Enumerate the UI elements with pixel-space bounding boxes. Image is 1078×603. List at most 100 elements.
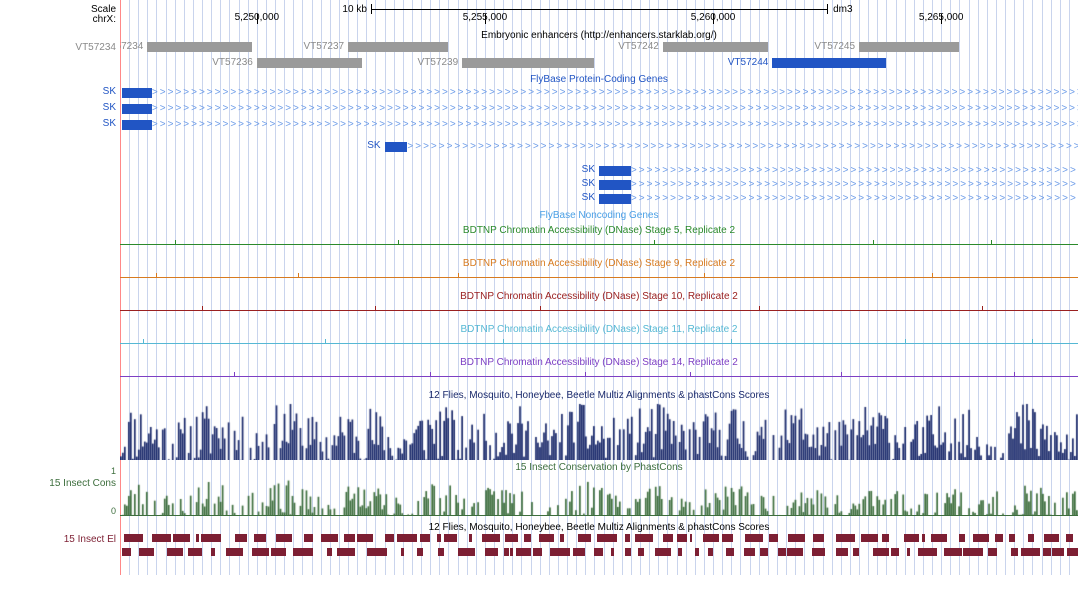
enhancer-label: VT57236 <box>197 57 253 68</box>
conserved-element <box>744 548 754 556</box>
dnase-tick <box>540 306 541 310</box>
conserved-element <box>304 534 314 542</box>
enh-track-title: Embryonic enhancers (http://enhancers.st… <box>120 30 1078 41</box>
gene-exon[interactable] <box>599 194 631 204</box>
multiz-wiggle <box>120 402 1078 460</box>
conserved-element <box>1043 548 1051 556</box>
enhancer-block[interactable] <box>859 42 959 52</box>
conserved-element <box>321 534 338 542</box>
enhancer-label: VT57245 <box>799 41 855 52</box>
gene-exon[interactable] <box>122 120 152 130</box>
conserved-element <box>931 534 948 542</box>
enhancer-block[interactable] <box>348 42 448 52</box>
phastcons15-wiggle <box>120 472 1078 516</box>
conserved-element <box>922 534 925 542</box>
gene-sk-label: SK <box>361 140 381 151</box>
conserved-element <box>1066 534 1073 542</box>
conserved-element <box>173 534 190 542</box>
dnase-tick <box>982 306 983 310</box>
dnase-tick <box>503 339 504 343</box>
gene-exon[interactable] <box>599 180 631 190</box>
gene-exon[interactable] <box>122 104 152 114</box>
conserved-element <box>611 548 614 556</box>
conserved-element <box>988 548 998 556</box>
multiz2-title: 12 Flies, Mosquito, Honeybee, Beetle Mul… <box>120 522 1078 533</box>
conserved-element <box>690 534 692 542</box>
dnase-tick <box>690 372 691 376</box>
dnase-baseline <box>120 376 1078 377</box>
major-tick-label: 5,255,000 <box>455 12 515 23</box>
conserved-element <box>276 534 292 542</box>
conserved-element <box>533 548 542 556</box>
conserved-element <box>469 534 473 542</box>
conserved-element <box>663 534 674 542</box>
conserved-element <box>1052 548 1064 556</box>
conserved-element <box>444 534 457 542</box>
dnase-tick <box>375 306 376 310</box>
conserved-element <box>482 534 501 542</box>
enhancer-block[interactable] <box>462 58 594 68</box>
gene-intron-arrows: >>>>>>>>>>>>>>>>>>>>>>>>>>>>>>>>>>>>>>>>… <box>631 192 1078 206</box>
conserved-element <box>1028 534 1034 542</box>
gene-sk-label: SK <box>575 178 595 189</box>
gene-exon[interactable] <box>122 88 152 98</box>
dnase-tick <box>156 273 157 277</box>
enhancer-label: VT57234 <box>120 41 143 52</box>
dnase-tick <box>731 339 732 343</box>
gene-intron-arrows: >>>>>>>>>>>>>>>>>>>>>>>>>>>>>>>>>>>>>>>>… <box>152 118 1078 132</box>
conserved-element <box>594 548 603 556</box>
conserved-element <box>973 534 989 542</box>
conserved-element <box>167 548 183 556</box>
conserved-element <box>812 548 825 556</box>
scale-bar-cap <box>827 4 828 14</box>
dnase-tick <box>398 240 399 244</box>
plot-area[interactable]: 10 kbdm35,250,0005,255,0005,260,0005,265… <box>120 0 1078 603</box>
conserved-element <box>152 534 171 542</box>
dnase-tick <box>585 372 586 376</box>
conserved-element <box>918 548 936 556</box>
dnase-track-title: BDTNP Chromatin Accessibility (DNase) St… <box>120 291 1078 302</box>
conserved-element <box>188 548 202 556</box>
dnase-tick <box>704 273 705 277</box>
enhancer-block[interactable] <box>147 42 252 52</box>
conserved-element <box>655 548 670 556</box>
scale-bar <box>371 9 827 10</box>
dnase-tick <box>991 240 992 244</box>
dnase-track-title: BDTNP Chromatin Accessibility (DNase) St… <box>120 225 1078 236</box>
dnase-tick <box>430 372 431 376</box>
conserved-element <box>122 548 131 556</box>
gene-sk-label-col: SK <box>103 118 116 129</box>
conserved-element <box>327 548 333 556</box>
dnase-tick <box>458 273 459 277</box>
conserved-element <box>638 548 643 556</box>
conserved-element <box>995 534 1003 542</box>
conserved-element <box>907 548 910 556</box>
dnase-tick <box>841 372 842 376</box>
conserved-element <box>437 534 441 542</box>
conserved-element <box>271 548 286 556</box>
conserved-element <box>861 534 879 542</box>
gene-intron-arrows: >>>>>>>>>>>>>>>>>>>>>>>>>>>>>>>>>>>>>>>>… <box>152 86 1078 100</box>
multiz-title: 12 Flies, Mosquito, Honeybee, Beetle Mul… <box>120 390 1078 401</box>
conserved-element <box>124 534 142 542</box>
gene-exon[interactable] <box>385 142 408 152</box>
scale-bar-text: 10 kb <box>331 4 367 15</box>
dnase-track-title: BDTNP Chromatin Accessibility (DNase) St… <box>120 357 1078 368</box>
gene-exon[interactable] <box>599 166 631 176</box>
conserved-element <box>769 534 778 542</box>
enhancer-block[interactable] <box>772 58 886 68</box>
conserved-element <box>550 548 570 556</box>
enhancer-label: VT57242 <box>603 41 659 52</box>
gene-intron-arrows: >>>>>>>>>>>>>>>>>>>>>>>>>>>>>>>>>>>>>>>>… <box>152 102 1078 116</box>
dnase-baseline <box>120 277 1078 278</box>
enhancer-block[interactable] <box>663 42 768 52</box>
conserved-element <box>836 534 855 542</box>
dnase-tick <box>759 306 760 310</box>
conserved-element <box>726 548 735 556</box>
conserved-element <box>853 548 859 556</box>
enhancer-block[interactable] <box>257 58 362 68</box>
conserved-element <box>367 548 387 556</box>
conserved-element <box>344 534 355 542</box>
conserved-element <box>882 534 889 542</box>
conserved-element <box>458 548 475 556</box>
